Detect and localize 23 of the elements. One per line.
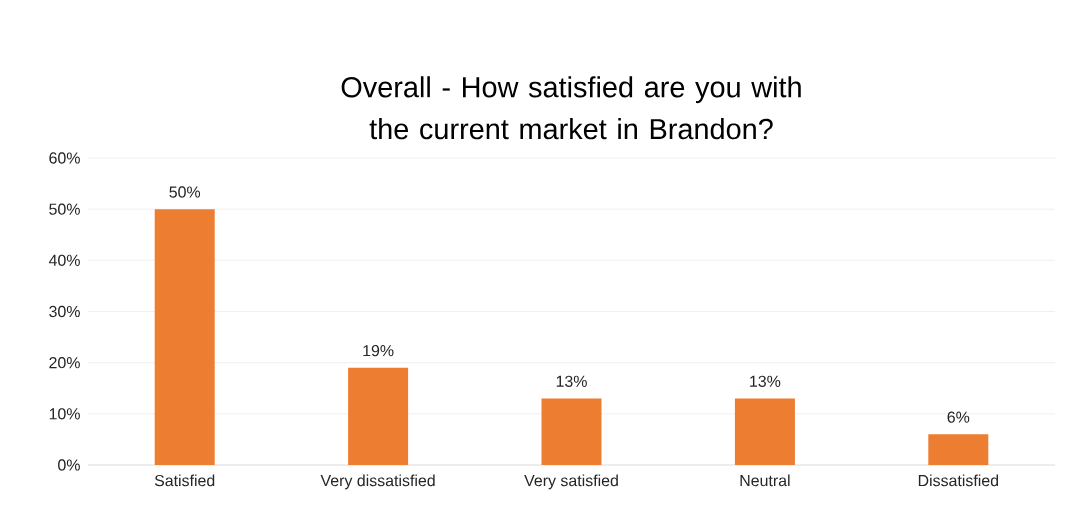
y-tick-label: 40%	[48, 254, 80, 266]
data-label: 50%	[169, 186, 201, 198]
y-tick-label: 10%	[49, 408, 80, 420]
x-tick-label: Very dissatisfied	[320, 474, 435, 490]
data-label: 13%	[556, 375, 587, 387]
x-tick-label: Neutral	[740, 474, 790, 487]
y-tick-label: 20%	[49, 357, 80, 369]
y-tick-label: 30%	[49, 305, 80, 318]
bar	[928, 434, 989, 465]
x-tick-label: Satisfied	[154, 474, 215, 487]
x-tick-label: Very satisfied	[524, 474, 618, 490]
x-tick-label: Dissatisfied	[918, 474, 999, 487]
chart-title: Overall - How satisfied are you with the current market in Brandon?	[341, 76, 801, 140]
y-tick-label: 60%	[49, 152, 80, 164]
data-label: 19%	[363, 344, 394, 357]
bar	[348, 367, 409, 465]
data-label: 13%	[750, 375, 781, 387]
data-label: 6%	[947, 411, 970, 423]
bar	[541, 398, 602, 465]
y-tick-label: 50%	[49, 203, 80, 215]
bar	[154, 209, 215, 465]
y-tick-label: 0%	[58, 459, 80, 471]
bar	[734, 398, 795, 465]
